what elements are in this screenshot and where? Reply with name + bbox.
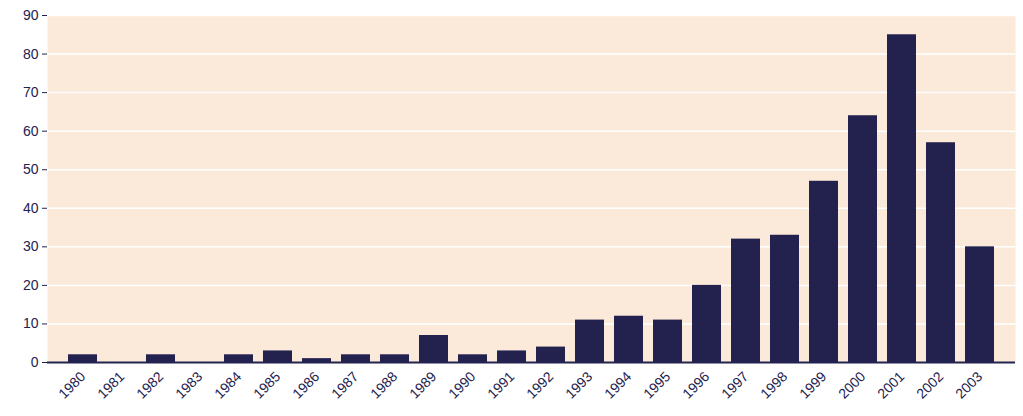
- svg-text:1984: 1984: [211, 368, 244, 401]
- svg-text:1998: 1998: [757, 368, 790, 401]
- svg-text:1997: 1997: [718, 368, 751, 401]
- svg-text:1981: 1981: [94, 368, 127, 401]
- svg-text:2003: 2003: [952, 368, 985, 401]
- svg-text:1996: 1996: [679, 368, 712, 401]
- svg-text:1999: 1999: [796, 368, 829, 401]
- svg-text:1992: 1992: [523, 368, 556, 401]
- svg-text:20: 20: [23, 277, 39, 293]
- svg-text:1986: 1986: [289, 368, 322, 401]
- svg-text:1983: 1983: [172, 368, 205, 401]
- svg-text:0: 0: [31, 354, 39, 370]
- svg-text:1985: 1985: [250, 368, 283, 401]
- svg-text:50: 50: [23, 161, 39, 177]
- svg-text:10: 10: [23, 315, 39, 331]
- svg-text:1980: 1980: [55, 368, 88, 401]
- svg-text:80: 80: [23, 46, 39, 62]
- svg-text:70: 70: [23, 84, 39, 100]
- svg-text:1995: 1995: [640, 368, 673, 401]
- svg-text:90: 90: [23, 7, 39, 23]
- svg-text:30: 30: [23, 238, 39, 254]
- svg-text:2001: 2001: [874, 368, 907, 401]
- svg-text:40: 40: [23, 200, 39, 216]
- svg-text:1989: 1989: [406, 368, 439, 401]
- svg-text:1990: 1990: [445, 368, 478, 401]
- svg-text:1994: 1994: [601, 368, 634, 401]
- svg-text:2002: 2002: [913, 368, 946, 401]
- svg-text:1993: 1993: [562, 368, 595, 401]
- svg-text:2000: 2000: [835, 368, 868, 401]
- svg-text:1988: 1988: [367, 368, 400, 401]
- svg-text:1982: 1982: [133, 368, 166, 401]
- svg-text:1991: 1991: [484, 368, 517, 401]
- svg-text:1987: 1987: [328, 368, 361, 401]
- svg-text:60: 60: [23, 123, 39, 139]
